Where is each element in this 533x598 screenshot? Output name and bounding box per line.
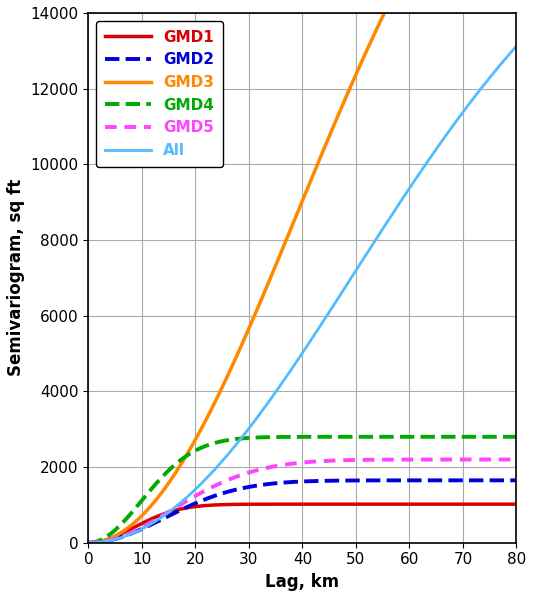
GMD2 xyxy=(282,479,288,486)
GMD3 xyxy=(293,212,300,219)
GMD2 xyxy=(85,539,92,547)
All xyxy=(500,57,507,64)
Line: GMD4: GMD4 xyxy=(88,437,516,543)
All xyxy=(501,57,507,64)
GMD5 xyxy=(293,460,300,467)
GMD5 xyxy=(282,461,288,468)
GMD1 xyxy=(513,501,520,508)
Line: All: All xyxy=(88,46,516,543)
GMD2 xyxy=(513,477,520,484)
GMD1 xyxy=(501,501,507,508)
GMD3 xyxy=(282,239,288,246)
GMD5 xyxy=(513,456,520,463)
GMD4 xyxy=(501,433,507,440)
GMD1 xyxy=(282,501,288,508)
All xyxy=(107,537,114,544)
GMD2 xyxy=(422,477,429,484)
GMD5 xyxy=(500,456,507,463)
All xyxy=(282,375,288,382)
GMD5 xyxy=(107,536,114,544)
GMD4 xyxy=(422,433,429,440)
All xyxy=(513,42,520,50)
GMD1 xyxy=(478,501,484,508)
GMD3 xyxy=(85,539,92,547)
GMD2 xyxy=(293,478,300,486)
GMD4 xyxy=(513,433,520,440)
Line: GMD5: GMD5 xyxy=(88,459,516,543)
All xyxy=(85,539,92,547)
GMD5 xyxy=(422,456,429,463)
GMD5 xyxy=(501,456,507,463)
GMD2 xyxy=(501,477,507,484)
GMD1 xyxy=(107,535,114,542)
GMD4 xyxy=(282,434,288,441)
Line: GMD3: GMD3 xyxy=(88,0,516,543)
All xyxy=(422,161,429,168)
Line: GMD2: GMD2 xyxy=(88,480,516,543)
GMD4 xyxy=(500,433,507,440)
GMD1 xyxy=(293,501,300,508)
GMD5 xyxy=(85,539,92,547)
GMD4 xyxy=(293,434,300,441)
GMD4 xyxy=(107,530,114,538)
GMD1 xyxy=(85,539,92,547)
GMD4 xyxy=(85,539,92,547)
GMD1 xyxy=(501,501,507,508)
GMD2 xyxy=(107,536,114,544)
All xyxy=(293,358,300,365)
Legend: GMD1, GMD2, GMD3, GMD4, GMD5, All: GMD1, GMD2, GMD3, GMD4, GMD5, All xyxy=(96,20,223,167)
GMD1 xyxy=(422,501,429,508)
Y-axis label: Semivariogram, sq ft: Semivariogram, sq ft xyxy=(7,179,25,377)
GMD2 xyxy=(500,477,507,484)
X-axis label: Lag, km: Lag, km xyxy=(265,573,340,591)
GMD3 xyxy=(107,535,114,542)
Line: GMD1: GMD1 xyxy=(88,504,516,543)
